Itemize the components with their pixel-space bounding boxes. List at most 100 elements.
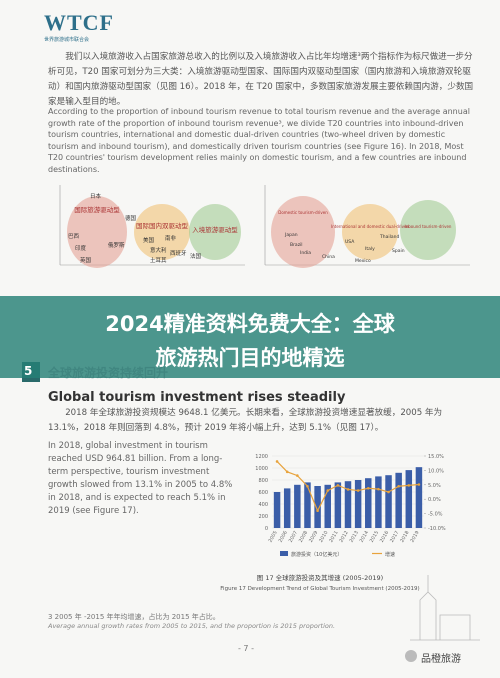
bar <box>365 478 372 528</box>
country-label: Spain <box>392 248 405 254</box>
section-number: 5 <box>24 364 33 378</box>
footnote-zh: 3 2005 年 -2015 年年均增速，占比为 2015 年占比。 <box>48 613 220 621</box>
y-tick-label: 200 <box>258 514 268 520</box>
x-tick-label: 2005 <box>267 530 278 544</box>
y2-tick-label: -10.0% <box>428 526 446 532</box>
country-label: 意大利 <box>150 246 167 254</box>
y2-tick-label: 0.0% <box>428 497 441 503</box>
section-title-zh: 全球旅游投资持续回升 <box>48 366 169 380</box>
group-label: 入境旅游驱动型 <box>192 225 238 234</box>
growth-point <box>366 486 370 490</box>
x-tick-label: 2008 <box>298 530 309 544</box>
banner-line2: 旅游热门目的地精选 <box>155 346 345 370</box>
x-tick-label: 2014 <box>359 530 370 544</box>
logo: WTCF <box>44 10 114 35</box>
page-number: - 7 - <box>238 644 254 653</box>
group-label: 国际国内双驱动型 <box>136 221 189 230</box>
x-tick-label: 2013 <box>349 530 360 544</box>
country-label: USA <box>345 239 355 245</box>
bar <box>314 486 321 528</box>
bar <box>283 488 291 528</box>
x-tick-label: 2017 <box>389 530 400 544</box>
x-tick-label: 2016 <box>379 530 390 544</box>
y-tick-label: 1200 <box>255 454 268 460</box>
country-label: 法国 <box>190 252 202 260</box>
growth-point <box>316 509 319 513</box>
country-label: Thailand <box>379 234 399 240</box>
caption-en: Figure 17 Development Trend of Global To… <box>220 586 419 592</box>
bar <box>324 484 331 528</box>
country-label: 土耳其 <box>150 256 167 264</box>
footnote-en: Average annual growth rates from 2005 to… <box>48 622 336 630</box>
y2-tick-label: 10.0% <box>428 468 444 474</box>
country-label: 英国 <box>80 256 92 264</box>
x-tick-label: 2011 <box>328 530 339 544</box>
country-label: Mexico <box>355 258 371 264</box>
legend-label: 旅游投资（10亿美元） <box>291 551 342 558</box>
country-label: India <box>300 250 311 256</box>
y-tick-label: 600 <box>258 490 268 496</box>
section-title-en: Global tourism investment rises steadily <box>48 390 346 405</box>
country-label: Brazil <box>290 242 303 248</box>
country-label: 日本 <box>90 192 102 200</box>
bar <box>304 482 311 528</box>
growth-point <box>326 489 330 492</box>
body-en: In 2018, global investment in tourism re… <box>48 441 233 516</box>
growth-point <box>417 483 421 486</box>
country-label: China <box>322 254 335 260</box>
group-label: 国际旅游驱动型 <box>74 205 120 214</box>
growth-point <box>387 490 390 494</box>
y2-tick-label: 5.0% <box>428 483 441 489</box>
x-tick-label: 2018 <box>399 530 410 544</box>
growth-point <box>397 484 400 488</box>
country-label: 德国 <box>125 214 137 222</box>
x-tick-label: 2009 <box>308 530 319 544</box>
x-tick-label: 2007 <box>288 530 299 544</box>
group-label: Domestic tourism-driven <box>278 210 328 215</box>
bar <box>415 467 423 528</box>
banner-line1: 2024精准资料免费大全：全球 <box>105 312 395 336</box>
country-label: 美国 <box>143 236 155 244</box>
bar <box>385 475 392 528</box>
bar <box>294 484 301 528</box>
group-label: Inbound tourism-driven <box>405 224 452 229</box>
bar <box>344 481 352 528</box>
logo-sub: 世界旅游城市联合会 <box>44 37 90 43</box>
country-label: 俄罗斯 <box>108 241 125 249</box>
growth-point <box>346 488 350 491</box>
y-tick-label: 800 <box>258 478 268 484</box>
x-tick-label: 2006 <box>278 530 289 544</box>
y2-tick-label: 15.0% <box>428 454 444 460</box>
bar <box>273 492 281 528</box>
y-tick-label: 400 <box>258 502 268 508</box>
bar <box>395 472 402 528</box>
y-tick-label: 1000 <box>255 466 268 472</box>
growth-point <box>306 484 309 488</box>
legend-swatch <box>280 551 288 556</box>
intro-zh: 我们以入境旅游收入占国家旅游总收入的比例以及入境旅游收入占比年均增速³两个指标作… <box>48 52 474 107</box>
growth-point <box>296 474 299 477</box>
banner <box>0 296 500 378</box>
y-tick-label: 0 <box>265 526 268 532</box>
growth-point <box>356 489 360 492</box>
x-tick-label: 2012 <box>338 530 349 544</box>
intro-en: According to the proportion of inbound t… <box>48 107 470 174</box>
bar <box>334 482 342 528</box>
country-label: Japan <box>284 232 298 238</box>
y2-tick-label: -5.0% <box>428 512 443 518</box>
country-label: Italy <box>365 246 375 252</box>
watermark: 品橙旅游 <box>421 654 461 665</box>
x-tick-label: 2019 <box>409 530 420 544</box>
bar <box>354 480 362 528</box>
growth-point <box>336 484 340 487</box>
growth-point <box>275 460 279 463</box>
growth-point <box>285 470 289 474</box>
bar <box>405 470 413 528</box>
caption-zh: 图 17 全球旅游投资及其增速 (2005-2019) <box>257 573 383 582</box>
country-label: 南非 <box>165 234 177 242</box>
country-label: 印度 <box>75 244 87 252</box>
group-label: International and domestic dual-driven <box>331 224 409 229</box>
bar <box>375 476 382 528</box>
